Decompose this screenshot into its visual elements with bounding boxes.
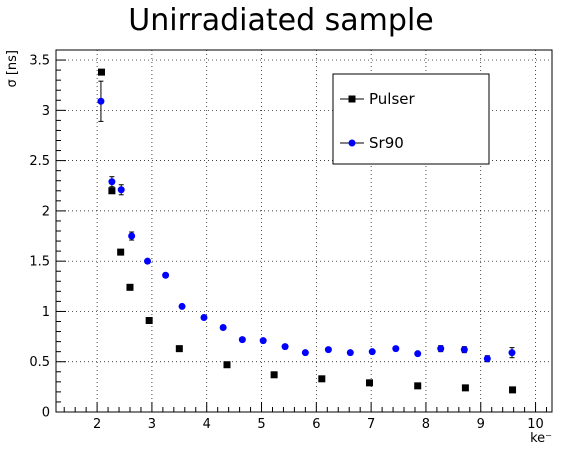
data-point [483,355,491,363]
data-point [144,257,152,265]
chart-title: Unirradiated sample [128,3,433,38]
series-pulser [97,68,517,394]
x-tick-label: 3 [148,417,156,432]
data-point [175,345,183,353]
data-point [145,316,153,324]
x-tick-label: 10 [527,417,544,432]
y-axis-label: σ [ns] [5,50,20,88]
data-point [117,248,125,256]
x-tick-label: 6 [312,417,320,432]
x-tick-label: 4 [203,417,211,432]
y-tick-label: 0 [42,406,50,421]
y-tick-label: 2 [42,204,50,219]
x-tick-labels: 2 3 4 5 6 7 8 9 10 [93,417,544,432]
y-tick-label: 1 [42,305,50,320]
data-point [437,345,445,353]
data-point [318,375,326,383]
data-point [259,337,267,345]
data-point [281,343,289,351]
data-point [270,371,278,379]
legend: Pulser Sr90 [332,73,490,165]
axis-ticks [56,49,548,413]
data-point [301,349,309,357]
data-point [162,271,170,279]
y-tick-label: 3 [42,104,50,119]
data-point [223,361,231,369]
data-point [509,386,517,394]
data-point [108,178,116,186]
y-tick-label: 3.5 [29,54,50,69]
data-point [461,384,469,392]
x-tick-label: 9 [477,417,485,432]
data-point [128,232,136,240]
legend-label: Sr90 [369,134,404,152]
data-point [219,324,227,332]
legend-marker [348,95,356,103]
legend-marker [348,139,356,147]
data-point [346,349,354,357]
data-point [414,382,422,390]
data-point [200,313,208,321]
x-tick-label: 2 [93,417,101,432]
y-tick-labels: 0 0.5 1 1.5 2 2.5 3 3.5 [29,54,50,421]
data-point [414,350,422,358]
data-point [178,302,186,310]
data-point [460,346,468,354]
data-point [97,97,105,105]
data-point [238,336,246,344]
data-point [365,379,373,387]
series-sr90 [97,80,516,363]
data-point [117,186,125,194]
data-point [126,283,134,291]
data-point [368,348,376,356]
data-point [97,68,105,76]
x-axis-label: ke⁻ [530,431,552,446]
x-tick-label: 5 [257,417,265,432]
data-point [508,349,516,357]
grid [56,50,552,412]
y-tick-label: 1.5 [29,255,50,270]
x-tick-label: 7 [367,417,375,432]
legend-entries: Pulser Sr90 [340,90,415,152]
x-tick-label: 8 [422,417,430,432]
y-tick-label: 2.5 [29,154,50,169]
legend-entry-pulser: Pulser [340,90,415,108]
data-point [392,345,400,353]
data-point [108,187,116,195]
legend-label: Pulser [369,90,415,108]
data-series [97,68,517,394]
legend-box [332,73,490,165]
y-tick-label: 0.5 [29,355,50,370]
data-point [324,346,332,354]
legend-entry-sr90: Sr90 [340,134,404,152]
